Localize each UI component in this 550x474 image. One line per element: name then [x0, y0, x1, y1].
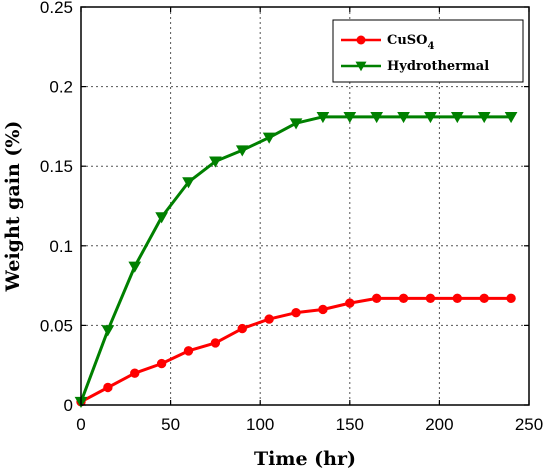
data-point-hydrothermal: [289, 118, 303, 130]
data-point-hydrothermal: [155, 212, 169, 224]
data-point-cuso4: [291, 307, 301, 318]
y-tick-label: 0.25: [40, 0, 73, 17]
x-tick-label: 150: [336, 415, 364, 434]
legend-marker-cuso4: [356, 35, 366, 45]
y-tick-label: 0.1: [49, 237, 73, 256]
tick-labels: 0 50 100 150 200 250 0 0.05 0.1 0.15 0.2 0.25: [40, 0, 543, 434]
legend-label-cuso4-main: CuSO: [387, 33, 428, 48]
data-point-cuso4: [103, 382, 113, 393]
data-point-cuso4: [371, 293, 382, 304]
x-tick-label: 250: [515, 415, 543, 434]
ticks: [80, 6, 530, 406]
data-point-hydrothermal: [101, 325, 115, 337]
y-tick-label: 0: [64, 396, 73, 415]
legend-label-cuso4: CuSO4: [387, 33, 435, 52]
x-tick-label: 200: [425, 415, 453, 434]
data-point-hydrothermal: [477, 111, 491, 124]
legend-box: [332, 19, 524, 83]
legend-marker-hydrothermal: [355, 61, 367, 72]
data-point-hydrothermal: [343, 111, 357, 124]
series-cuso4: [76, 293, 516, 407]
y-tick-label: 0.15: [40, 157, 73, 176]
data-point-cuso4: [398, 293, 409, 304]
data-point-hydrothermal: [397, 111, 410, 124]
legend-label-hydrothermal: Hydrothermal: [387, 59, 489, 74]
data-point-hydrothermal: [235, 145, 249, 157]
data-point-hydrothermal: [450, 111, 464, 124]
data-point-cuso4: [506, 293, 516, 304]
data-point-cuso4: [425, 293, 436, 304]
data-point-cuso4: [318, 304, 328, 315]
data-point-cuso4: [479, 293, 489, 304]
data-point-hydrothermal: [316, 111, 330, 124]
x-axis-label: Time (hr): [254, 448, 356, 470]
data-point-cuso4: [452, 293, 463, 304]
data-point-hydrothermal: [370, 111, 384, 124]
data-point-cuso4: [345, 298, 355, 308]
data-point-cuso4: [237, 323, 247, 334]
data-point-hydrothermal: [209, 156, 222, 168]
data-point-cuso4: [156, 358, 167, 369]
data-point-hydrothermal: [182, 177, 195, 189]
plot-frame: [80, 6, 530, 406]
data-point-hydrothermal: [262, 132, 276, 144]
x-tick-label: 50: [161, 415, 180, 434]
x-tick-label: 0: [76, 415, 85, 434]
y-tick-label: 0.2: [49, 78, 73, 97]
series-layer: [74, 111, 518, 409]
legend: CuSO4 Hydrothermal: [332, 19, 524, 83]
y-axis-label: Weight gain (%): [2, 121, 24, 293]
data-point-cuso4: [264, 314, 274, 324]
data-point-hydrothermal: [128, 261, 142, 273]
data-point-hydrothermal: [504, 111, 518, 124]
data-point-hydrothermal: [424, 111, 437, 124]
data-point-cuso4: [210, 338, 221, 348]
legend-label-cuso4-sub: 4: [428, 41, 435, 52]
data-point-cuso4: [183, 346, 194, 356]
series-hydrothermal: [74, 111, 518, 409]
data-point-cuso4: [130, 368, 140, 378]
y-tick-label: 0.05: [40, 316, 73, 335]
x-tick-label: 100: [246, 415, 274, 434]
